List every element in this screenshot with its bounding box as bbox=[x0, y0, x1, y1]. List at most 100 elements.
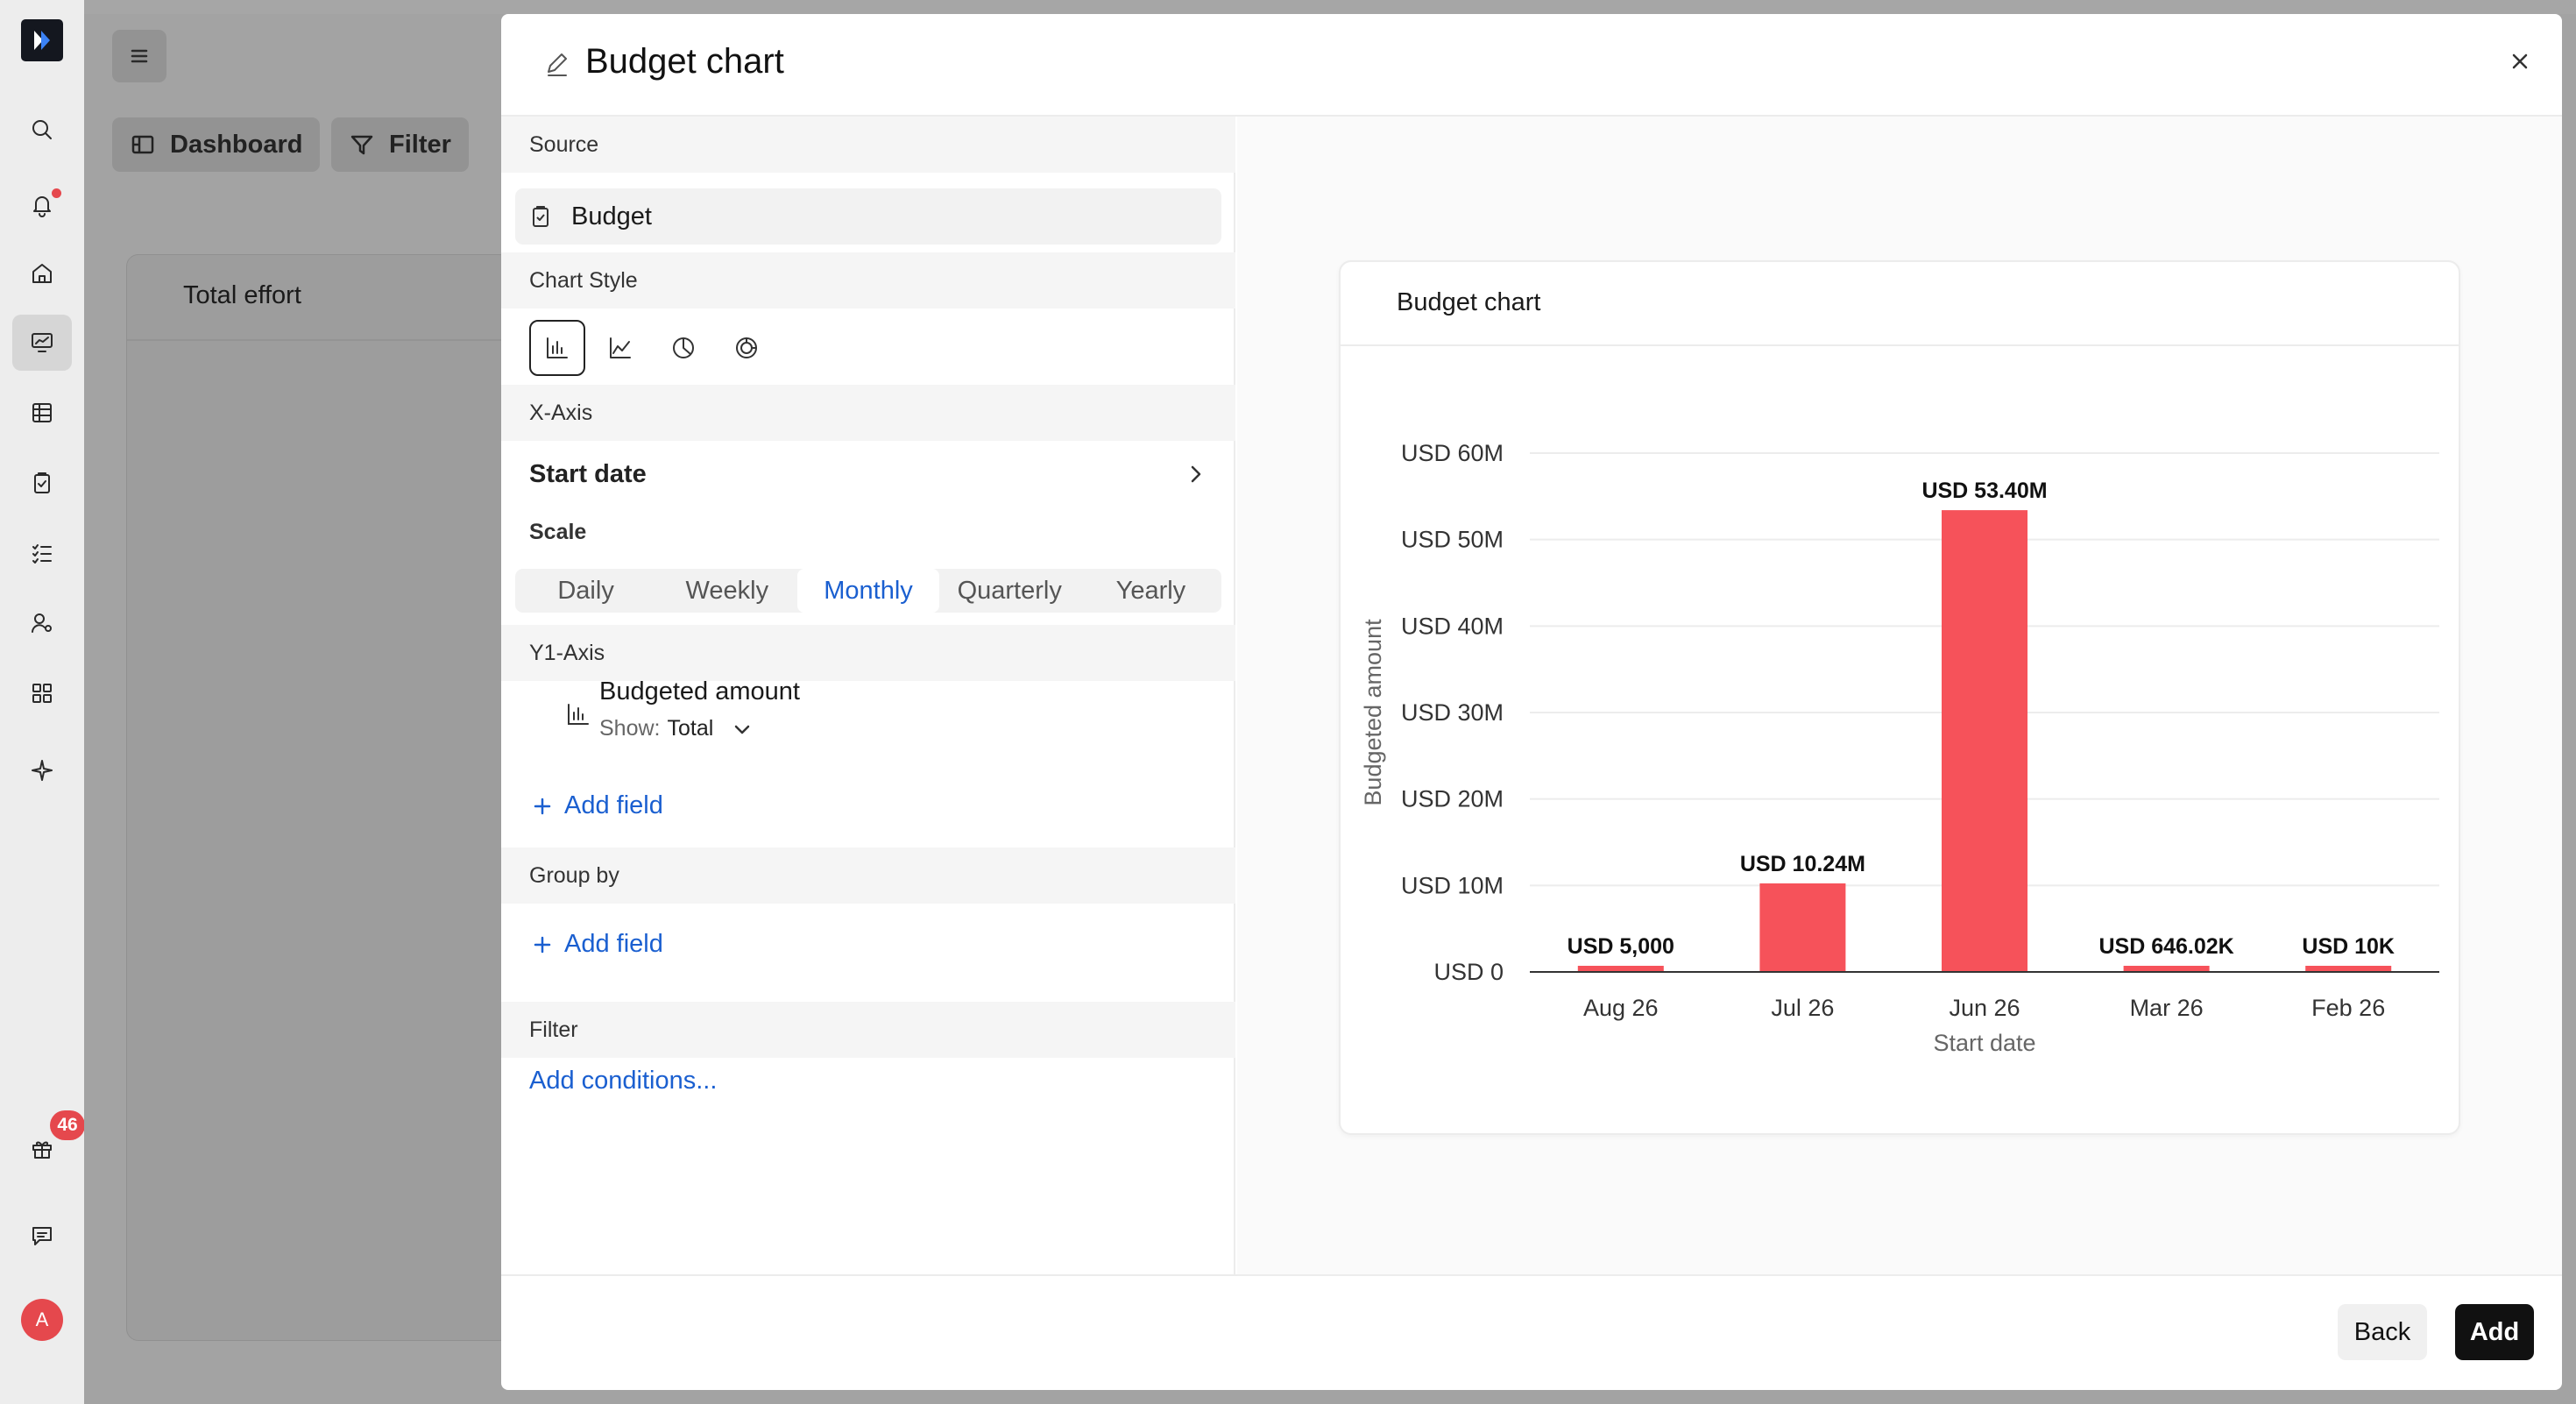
sidebar-search[interactable] bbox=[12, 102, 72, 158]
chart-style-bar[interactable] bbox=[529, 320, 585, 376]
close-button[interactable] bbox=[2499, 40, 2541, 82]
add-button[interactable]: Add bbox=[2455, 1304, 2534, 1360]
sidebar-dashboards[interactable] bbox=[12, 315, 72, 371]
chevron-down-icon bbox=[735, 725, 750, 734]
y1-show-value: Total bbox=[667, 716, 714, 741]
sidebar-chat[interactable] bbox=[12, 1208, 72, 1264]
y1-field-name: Budgeted amount bbox=[599, 677, 800, 706]
sidebar-portfolio[interactable] bbox=[12, 385, 72, 441]
source-selector[interactable]: Budget bbox=[515, 188, 1221, 245]
dashboard-icon bbox=[32, 333, 53, 352]
filter-icon bbox=[350, 135, 373, 155]
dashboard-button-label: Dashboard bbox=[170, 130, 303, 159]
chevron-right-icon bbox=[1191, 465, 1201, 483]
scale-option-daily[interactable]: Daily bbox=[557, 576, 614, 605]
scale-option-monthly[interactable]: Monthly bbox=[797, 569, 939, 613]
source-value: Budget bbox=[571, 202, 652, 230]
app-logo[interactable] bbox=[21, 19, 63, 61]
bar-data-label: USD 10K bbox=[2302, 934, 2395, 959]
scale-option-quarterly[interactable]: Quarterly bbox=[957, 576, 1062, 605]
card-title: Total effort bbox=[183, 281, 301, 309]
sidebar-people[interactable] bbox=[12, 595, 72, 651]
search-icon bbox=[32, 120, 52, 139]
x-tick-label: Aug 26 bbox=[1583, 995, 1659, 1021]
pencil-icon bbox=[548, 53, 567, 76]
y1-show-label: Show: bbox=[599, 716, 661, 741]
clipboard-icon bbox=[34, 472, 50, 493]
group-by-add-field-button[interactable]: Add field bbox=[533, 930, 663, 959]
chart-style-pie[interactable] bbox=[655, 320, 711, 376]
dashboard-button[interactable]: Dashboard bbox=[112, 117, 321, 172]
pie-chart-icon bbox=[673, 337, 694, 358]
notification-dot bbox=[52, 188, 61, 198]
bar-data-label: USD 53.40M bbox=[1921, 479, 2047, 503]
chart-bar bbox=[1577, 966, 1664, 972]
plus-icon bbox=[534, 936, 551, 953]
chart-style-donut[interactable] bbox=[718, 320, 775, 376]
y-tick-label: USD 40M bbox=[1401, 613, 1504, 639]
bar-data-label: USD 646.02K bbox=[2098, 934, 2233, 959]
sidebar-home[interactable] bbox=[12, 245, 72, 301]
section-chart-style-label: Chart Style bbox=[501, 252, 1235, 308]
sidebar-notifications[interactable] bbox=[12, 177, 72, 233]
x-tick-label: Mar 26 bbox=[2130, 995, 2204, 1021]
gift-icon bbox=[32, 1141, 52, 1159]
scale-option-weekly[interactable]: Weekly bbox=[685, 576, 769, 605]
x-axis-title: Start date bbox=[1933, 1030, 2035, 1056]
sidebar-apps[interactable] bbox=[12, 665, 72, 721]
y-tick-label: USD 10M bbox=[1401, 872, 1504, 898]
add-conditions-link[interactable]: Add conditions... bbox=[529, 1067, 718, 1095]
y-tick-label: USD 0 bbox=[1433, 959, 1504, 985]
section-source-label: Source bbox=[501, 117, 1235, 173]
sidebar-tasks[interactable] bbox=[12, 455, 72, 511]
y1-add-field-button[interactable]: Add field bbox=[533, 791, 663, 820]
x-axis-field-selector[interactable]: Start date bbox=[529, 450, 1207, 499]
bar-data-label: USD 10.24M bbox=[1740, 852, 1865, 876]
dashboard-layout-icon bbox=[131, 135, 154, 154]
sidebar-checklist[interactable] bbox=[12, 525, 72, 581]
card-divider bbox=[127, 339, 511, 341]
bell-icon bbox=[33, 196, 51, 217]
checklist-icon bbox=[32, 544, 52, 564]
sidebar-ai[interactable] bbox=[12, 742, 72, 798]
modal-header: Budget chart bbox=[501, 14, 2562, 117]
notification-count-badge: 46 bbox=[50, 1110, 85, 1140]
x-tick-label: Jul 26 bbox=[1771, 995, 1834, 1021]
y-tick-label: USD 50M bbox=[1401, 527, 1504, 553]
bar-chart: USD 0 USD 10M USD 20M USD 30M USD 40M USD 50M… bbox=[1360, 440, 2439, 1056]
app-sidebar: 46 A bbox=[0, 0, 85, 1404]
x-tick-label: Feb 26 bbox=[2311, 995, 2385, 1021]
group-by-add-field-label: Add field bbox=[564, 930, 663, 958]
section-group-by-label: Group by bbox=[501, 847, 1235, 904]
chart-bar bbox=[2123, 966, 2210, 972]
hamburger-icon bbox=[131, 49, 148, 63]
chart-preview-card: Budget chart USD 0 USD 10M USD 20M USD 30M U… bbox=[1339, 260, 2460, 1135]
scale-segmented-control: Daily Weekly Monthly Quarterly Yearly bbox=[515, 569, 1221, 613]
back-button[interactable]: Back bbox=[2338, 1304, 2427, 1360]
user-settings-icon bbox=[32, 613, 52, 633]
filter-button[interactable]: Filter bbox=[331, 117, 469, 172]
bar-chart-icon bbox=[547, 337, 568, 358]
avatar[interactable]: A bbox=[21, 1299, 63, 1341]
filter-button-label: Filter bbox=[389, 130, 451, 159]
y-tick-label: USD 20M bbox=[1401, 786, 1504, 812]
menu-button[interactable] bbox=[112, 30, 166, 82]
x-tick-label: Jun 26 bbox=[1949, 995, 2020, 1021]
scale-option-yearly[interactable]: Yearly bbox=[1115, 576, 1186, 605]
x-axis-field-value: Start date bbox=[529, 459, 647, 488]
scale-label: Scale bbox=[529, 520, 587, 544]
edit-title-button[interactable] bbox=[541, 49, 573, 81]
bar-chart-icon bbox=[568, 704, 589, 725]
section-filter-label: Filter bbox=[501, 1002, 1235, 1058]
chart-bar bbox=[1942, 510, 2028, 972]
apps-icon bbox=[32, 684, 52, 703]
y1-aggregation-selector[interactable]: Show: Total bbox=[599, 716, 754, 741]
donut-chart-icon bbox=[736, 337, 757, 358]
modal-title[interactable]: Budget chart bbox=[585, 42, 784, 81]
sidebar-whats-new[interactable] bbox=[12, 1121, 72, 1177]
modal-footer: Back Add bbox=[501, 1274, 2562, 1390]
sparkle-icon bbox=[32, 760, 53, 781]
chart-style-line[interactable] bbox=[592, 320, 648, 376]
chat-icon bbox=[32, 1227, 52, 1245]
chart-title-divider bbox=[1341, 344, 2459, 346]
